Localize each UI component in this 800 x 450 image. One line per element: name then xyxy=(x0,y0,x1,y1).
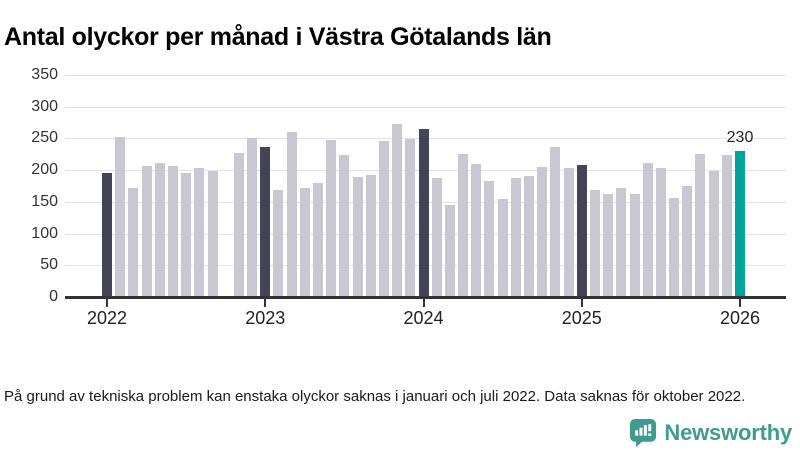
x-tick-2024 xyxy=(422,299,425,307)
bar-2023-05 xyxy=(313,182,323,297)
x-year-label-2024: 2024 xyxy=(403,308,444,328)
footnote: På grund av tekniska problem kan enstaka… xyxy=(4,388,746,405)
bar-2022-03 xyxy=(128,187,139,297)
bar-2022-01 xyxy=(102,173,112,297)
bar-2022-08 xyxy=(194,167,205,297)
x-axis-line xyxy=(65,296,786,299)
bar-2023-01 xyxy=(260,146,271,297)
bar-2024-05 xyxy=(471,163,482,297)
bar-2024-01 xyxy=(418,128,429,297)
bar-2025-04 xyxy=(616,187,627,297)
bar-2024-09 xyxy=(524,175,534,297)
x-year-label-2026: 2026 xyxy=(719,308,761,328)
bar-2024-07 xyxy=(497,199,508,297)
bar-2022-05 xyxy=(154,163,165,297)
bar-2025-12 xyxy=(721,154,732,297)
gridline-y-300 xyxy=(65,106,786,108)
bar-2023-12 xyxy=(405,139,416,297)
bar-2024-12 xyxy=(563,168,574,297)
bar-2025-03 xyxy=(603,193,614,297)
y-tick-label-100: 100 xyxy=(31,224,58,242)
bar-2025-09 xyxy=(682,186,693,297)
plot-area xyxy=(65,75,786,297)
y-tick-label-300: 300 xyxy=(31,97,58,115)
bar-2023-03 xyxy=(286,132,297,297)
newsworthy-logo-text: Newsworthy xyxy=(664,420,792,445)
bar-2025-06 xyxy=(642,162,653,297)
bar-2024-03 xyxy=(444,205,455,297)
bar-2022-06 xyxy=(167,166,178,297)
x-tick-2022 xyxy=(106,299,108,307)
bar-2024-08 xyxy=(510,177,521,297)
x-tick-2026 xyxy=(739,299,741,307)
newsworthy-logo: Newsworthy xyxy=(629,417,792,449)
bar-2022-11 xyxy=(233,153,244,297)
bar-2022-07 xyxy=(181,173,192,297)
bar-2026-01 xyxy=(735,151,745,297)
bar-2022-02 xyxy=(115,136,126,297)
x-year-label-2022: 2022 xyxy=(86,308,128,328)
y-tick-label-250: 250 xyxy=(31,129,58,147)
bar-2023-06 xyxy=(326,139,337,297)
gridline-y-350 xyxy=(65,75,786,76)
bar-2025-11 xyxy=(708,171,719,297)
page-title: Antal olyckor per månad i Västra Götalan… xyxy=(4,22,552,51)
y-tick-label-50: 50 xyxy=(40,256,58,274)
bar-2023-08 xyxy=(352,177,363,297)
bar-value-label-2026-01: 230 xyxy=(726,129,754,147)
x-tick-2023 xyxy=(264,299,267,307)
bar-2023-11 xyxy=(392,124,403,297)
bar-2025-05 xyxy=(629,193,640,297)
bar-2024-04 xyxy=(458,153,469,297)
bar-2023-07 xyxy=(339,154,350,297)
bar-2025-01 xyxy=(576,165,587,297)
bar-2025-07 xyxy=(655,167,666,297)
bar-2023-02 xyxy=(273,190,284,297)
y-tick-label-150: 150 xyxy=(31,192,58,210)
bar-2024-11 xyxy=(550,147,561,297)
y-tick-label-0: 0 xyxy=(49,288,58,305)
x-year-label-2023: 2023 xyxy=(245,308,286,328)
bar-2025-08 xyxy=(669,198,680,297)
y-tick-label-200: 200 xyxy=(31,161,58,179)
bar-2025-02 xyxy=(589,190,600,297)
bar-2023-09 xyxy=(365,175,376,297)
x-year-label-2025: 2025 xyxy=(561,308,602,328)
newsworthy-bubble-chart-icon xyxy=(630,419,657,447)
bar-2023-10 xyxy=(378,140,389,297)
bar-2025-10 xyxy=(695,154,706,297)
bar-2022-04 xyxy=(141,165,152,297)
x-tick-2025 xyxy=(580,299,583,307)
y-tick-label-350: 350 xyxy=(31,66,58,83)
bar-2024-10 xyxy=(537,166,548,297)
bar-2024-02 xyxy=(431,177,442,297)
bar-2022-09 xyxy=(207,170,218,297)
bar-2024-06 xyxy=(484,180,495,297)
bar-2023-04 xyxy=(299,187,310,297)
accidents-bar-chart: 0 50 100 150 200 250 300 350 2022 2023 2024 2025 20… xyxy=(31,66,786,328)
bar-2022-12 xyxy=(247,137,258,297)
